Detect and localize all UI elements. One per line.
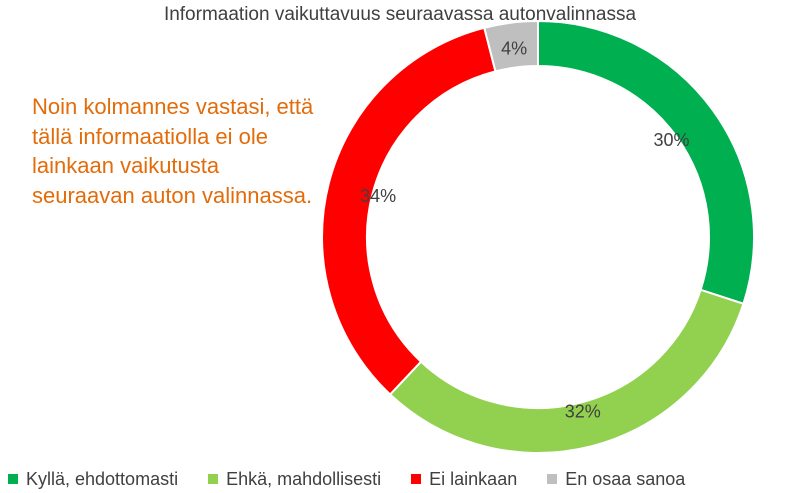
donut-slice xyxy=(321,26,497,396)
donut-chart: 30% 32% 34% 4% xyxy=(321,19,755,454)
donut-slice xyxy=(537,19,755,306)
donut-slice xyxy=(483,19,539,73)
legend-label: En osaa sanoa xyxy=(565,468,686,489)
legend-label: Kyllä, ehdottomasti xyxy=(26,468,179,489)
legend-item: Kyllä, ehdottomasti xyxy=(8,469,178,490)
data-label: 34% xyxy=(360,186,396,206)
legend-item: Ehkä, mahdollisesti xyxy=(208,469,381,490)
donut-data-labels: 30% 32% 34% 4% xyxy=(360,38,689,421)
legend-item: Ei lainkaan xyxy=(411,469,517,490)
chart-legend: Kyllä, ehdottomasti Ehkä, mahdollisesti Ei… xyxy=(8,466,685,492)
legend-swatch xyxy=(8,474,18,484)
donut-slices xyxy=(321,19,755,454)
data-label: 4% xyxy=(501,38,527,58)
data-label: 30% xyxy=(653,130,689,150)
legend-swatch xyxy=(208,474,219,484)
legend-swatch xyxy=(411,474,422,484)
legend-swatch xyxy=(547,474,558,484)
legend-item: En osaa sanoa xyxy=(547,469,685,490)
annotation-text: Noin kolmannes vastasi, että tällä infor… xyxy=(32,94,314,208)
chart-title: Informaation vaikuttavuus seuraavassa au… xyxy=(163,4,637,25)
donut-slice xyxy=(388,288,745,454)
legend-label: Ehkä, mahdollisesti xyxy=(226,468,382,489)
legend-label: Ei lainkaan xyxy=(429,468,518,489)
data-label: 32% xyxy=(565,401,601,421)
